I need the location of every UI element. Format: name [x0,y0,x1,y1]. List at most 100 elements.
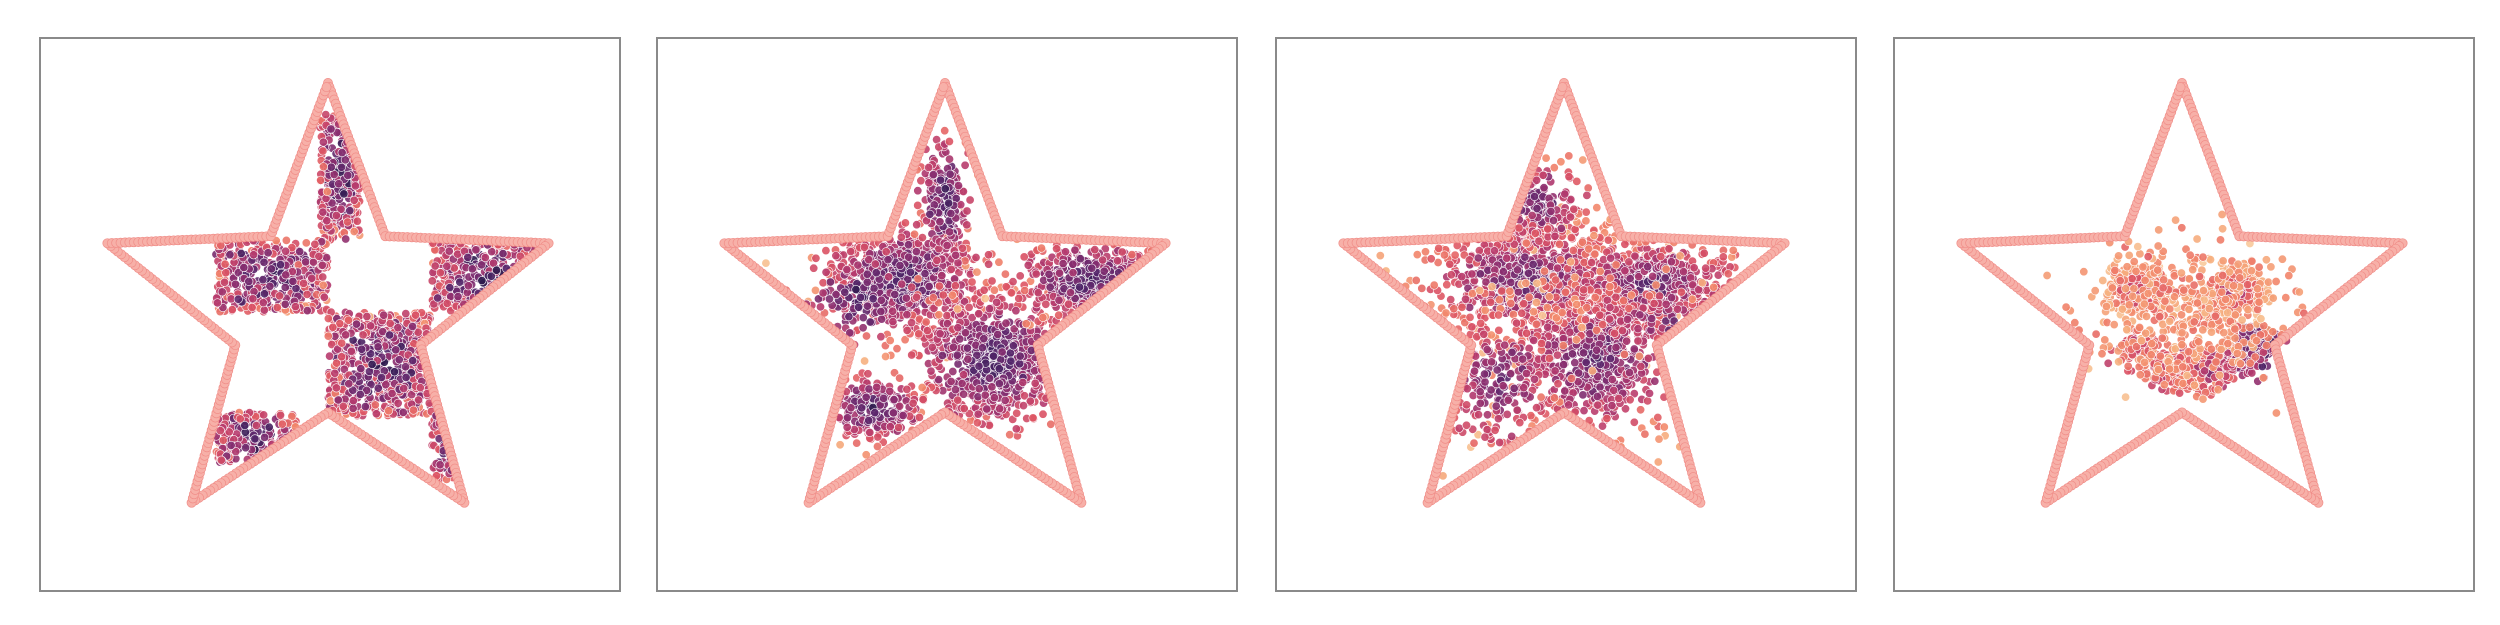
point [385,318,395,328]
point [463,252,473,262]
point [895,260,905,270]
point [259,305,269,315]
point [1038,312,1048,322]
point [974,309,984,319]
point [1006,288,1016,298]
point [314,251,324,261]
point [989,351,999,361]
point [945,169,955,179]
point [957,378,967,388]
point [965,195,975,205]
point [352,216,362,226]
point [316,175,326,185]
point [935,217,945,227]
point [384,406,394,416]
point [883,255,893,265]
point [435,268,445,278]
point [934,281,944,291]
point [1018,377,1028,387]
point [307,273,317,283]
point [962,220,972,230]
point [846,403,856,413]
point [217,287,227,297]
point [888,306,898,316]
point [373,342,383,352]
point [281,246,291,256]
point [962,343,972,353]
point [266,264,276,274]
point [480,253,490,263]
point [876,306,886,316]
point [870,259,880,269]
point [401,309,411,319]
point [341,234,351,244]
point [922,326,932,336]
point [895,401,905,411]
point [323,331,333,341]
point [258,298,268,308]
point [322,253,332,263]
point [871,268,881,278]
point [240,420,250,430]
point [1023,260,1033,270]
point [1064,299,1074,309]
point [994,379,1004,389]
point [884,272,894,282]
point [326,162,336,172]
point [865,427,875,437]
point [896,232,906,242]
point [964,302,974,312]
point [876,332,886,342]
point [331,383,341,393]
point [902,384,912,394]
point [1028,413,1038,423]
point [322,216,332,226]
point [861,331,871,341]
point [1015,351,1025,361]
point [952,350,962,360]
point [301,238,311,248]
point [1099,266,1109,276]
point [864,415,874,425]
point [442,261,452,271]
point [908,398,918,408]
point [442,298,452,308]
point [1068,268,1078,278]
point [1020,285,1030,295]
point [1008,277,1018,287]
point [971,253,981,263]
point [233,268,243,278]
point [334,179,344,189]
point [881,247,891,257]
point [339,189,349,199]
point [894,422,904,432]
point [914,329,924,339]
point [343,217,353,227]
point [856,292,866,302]
point [239,262,249,272]
point [1038,409,1048,419]
point [302,306,312,316]
point [860,356,870,366]
point [925,209,935,219]
point [265,281,275,291]
point [844,312,854,322]
point [290,302,300,312]
point [348,396,358,406]
point [1044,269,1054,279]
point [957,243,967,253]
point [980,390,990,400]
point [241,443,251,453]
point [398,407,408,417]
point [376,372,386,382]
point [870,408,880,418]
point [455,277,465,287]
point [318,137,328,147]
point [951,250,961,260]
point [928,293,938,303]
point [862,277,872,287]
point [220,259,230,269]
point [953,258,963,268]
point [1127,250,1137,260]
